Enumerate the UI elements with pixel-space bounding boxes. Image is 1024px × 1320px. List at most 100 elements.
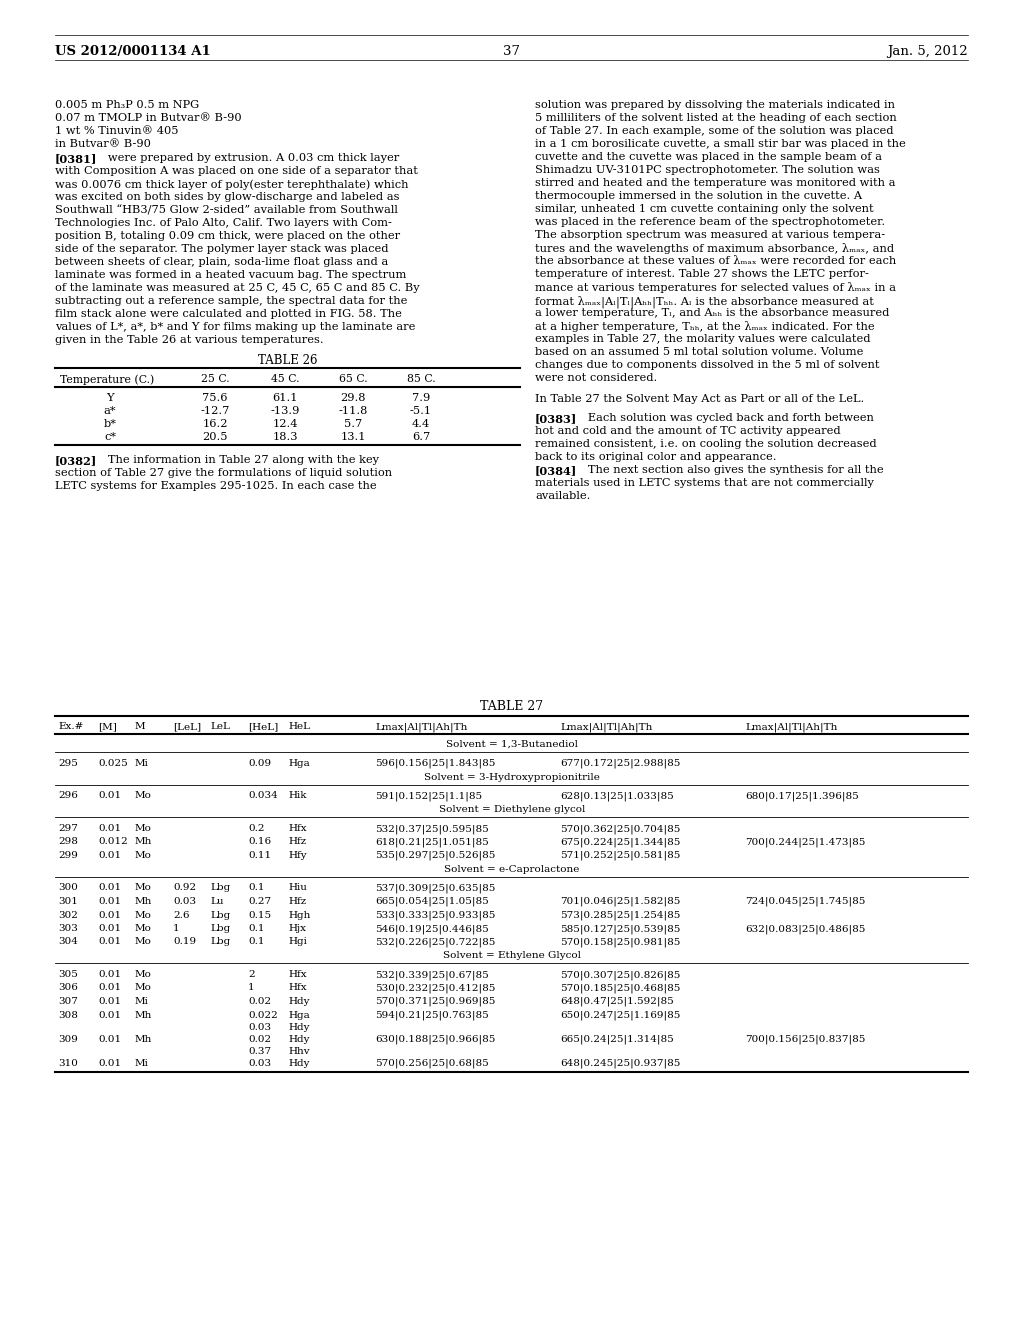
- Text: Hfy: Hfy: [288, 851, 306, 861]
- Text: 0.01: 0.01: [98, 824, 121, 833]
- Text: 0.01: 0.01: [98, 924, 121, 933]
- Text: Mo: Mo: [135, 883, 152, 892]
- Text: 299: 299: [58, 851, 78, 861]
- Text: 0.02: 0.02: [248, 997, 271, 1006]
- Text: 0.01: 0.01: [98, 1011, 121, 1019]
- Text: -11.8: -11.8: [338, 407, 368, 416]
- Text: Hfx: Hfx: [288, 824, 306, 833]
- Text: Mh: Mh: [135, 1011, 153, 1019]
- Text: similar, unheated 1 cm cuvette containing only the solvent: similar, unheated 1 cm cuvette containin…: [535, 205, 873, 214]
- Text: stirred and heated and the temperature was monitored with a: stirred and heated and the temperature w…: [535, 178, 896, 187]
- Text: Mo: Mo: [135, 970, 152, 979]
- Text: 535|0.297|25|0.526|85: 535|0.297|25|0.526|85: [375, 851, 496, 861]
- Text: M: M: [135, 722, 145, 731]
- Text: Mh: Mh: [135, 837, 153, 846]
- Text: 0.11: 0.11: [248, 851, 271, 861]
- Text: Hdy: Hdy: [288, 997, 309, 1006]
- Text: 61.1: 61.1: [272, 393, 298, 403]
- Text: Mo: Mo: [135, 851, 152, 861]
- Text: 0.01: 0.01: [98, 911, 121, 920]
- Text: 1: 1: [173, 924, 179, 933]
- Text: 665|0.24|25|1.314|85: 665|0.24|25|1.314|85: [560, 1035, 674, 1044]
- Text: 20.5: 20.5: [203, 432, 227, 442]
- Text: Hgi: Hgi: [288, 937, 307, 946]
- Text: 0.01: 0.01: [98, 983, 121, 993]
- Text: Lbg: Lbg: [210, 924, 230, 933]
- Text: Hjx: Hjx: [288, 924, 306, 933]
- Text: 570|0.362|25|0.704|85: 570|0.362|25|0.704|85: [560, 824, 680, 833]
- Text: 0.07 m TMOLP in Butvar® B-90: 0.07 m TMOLP in Butvar® B-90: [55, 114, 242, 123]
- Text: LETC systems for Examples 295-1025. In each case the: LETC systems for Examples 295-1025. In e…: [55, 480, 377, 491]
- Text: 0.01: 0.01: [98, 970, 121, 979]
- Text: 310: 310: [58, 1059, 78, 1068]
- Text: 0.012: 0.012: [98, 837, 128, 846]
- Text: 18.3: 18.3: [272, 432, 298, 442]
- Text: of the laminate was measured at 25 C, 45 C, 65 C and 85 C. By: of the laminate was measured at 25 C, 45…: [55, 282, 420, 293]
- Text: a lower temperature, Tₗ, and Aₕₕ is the absorbance measured: a lower temperature, Tₗ, and Aₕₕ is the …: [535, 308, 890, 318]
- Text: Lmax|Al|Tl|Ah|Th: Lmax|Al|Tl|Ah|Th: [745, 722, 838, 731]
- Text: 0.01: 0.01: [98, 1059, 121, 1068]
- Text: with Composition A was placed on one side of a separator that: with Composition A was placed on one sid…: [55, 166, 418, 176]
- Text: Lu: Lu: [210, 898, 223, 906]
- Text: 6.7: 6.7: [412, 432, 430, 442]
- Text: [HeL]: [HeL]: [248, 722, 279, 731]
- Text: TABLE 26: TABLE 26: [258, 354, 317, 367]
- Text: Hiu: Hiu: [288, 883, 307, 892]
- Text: 0.005 m Ph₃P 0.5 m NPG: 0.005 m Ph₃P 0.5 m NPG: [55, 100, 200, 110]
- Text: were prepared by extrusion. A 0.03 cm thick layer: were prepared by extrusion. A 0.03 cm th…: [97, 153, 399, 162]
- Text: 532|0.37|25|0.595|85: 532|0.37|25|0.595|85: [375, 824, 488, 833]
- Text: LeL: LeL: [210, 722, 229, 731]
- Text: 648|0.47|25|1.592|85: 648|0.47|25|1.592|85: [560, 997, 674, 1006]
- Text: 0.034: 0.034: [248, 792, 278, 800]
- Text: 0.02: 0.02: [248, 1035, 271, 1044]
- Text: Hik: Hik: [288, 792, 306, 800]
- Text: 304: 304: [58, 937, 78, 946]
- Text: Hdy: Hdy: [288, 1035, 309, 1044]
- Text: Solvent = 3-Hydroxypropionitrile: Solvent = 3-Hydroxypropionitrile: [424, 772, 600, 781]
- Text: 302: 302: [58, 911, 78, 920]
- Text: Temperature (C.): Temperature (C.): [60, 374, 155, 384]
- Text: 0.01: 0.01: [98, 851, 121, 861]
- Text: 533|0.333|25|0.933|85: 533|0.333|25|0.933|85: [375, 911, 496, 920]
- Text: 0.01: 0.01: [98, 997, 121, 1006]
- Text: 306: 306: [58, 983, 78, 993]
- Text: Hdy: Hdy: [288, 1059, 309, 1068]
- Text: 301: 301: [58, 898, 78, 906]
- Text: Mo: Mo: [135, 937, 152, 946]
- Text: Mi: Mi: [135, 997, 148, 1006]
- Text: 680|0.17|25|1.396|85: 680|0.17|25|1.396|85: [745, 792, 859, 801]
- Text: [0381]: [0381]: [55, 153, 97, 164]
- Text: tures and the wavelengths of maximum absorbance, λₘₐₓ, and: tures and the wavelengths of maximum abs…: [535, 243, 894, 253]
- Text: 0.01: 0.01: [98, 937, 121, 946]
- Text: 85 C.: 85 C.: [407, 374, 435, 384]
- Text: 571|0.252|25|0.581|85: 571|0.252|25|0.581|85: [560, 851, 680, 861]
- Text: the absorbance at these values of λₘₐₓ were recorded for each: the absorbance at these values of λₘₐₓ w…: [535, 256, 896, 267]
- Text: Ex.#: Ex.#: [58, 722, 83, 731]
- Text: mance at various temperatures for selected values of λₘₐₓ in a: mance at various temperatures for select…: [535, 282, 896, 293]
- Text: 297: 297: [58, 824, 78, 833]
- Text: 570|0.371|25|0.969|85: 570|0.371|25|0.969|85: [375, 997, 496, 1006]
- Text: Hhv: Hhv: [288, 1047, 309, 1056]
- Text: 0.19: 0.19: [173, 937, 197, 946]
- Text: Lbg: Lbg: [210, 883, 230, 892]
- Text: 4.4: 4.4: [412, 418, 430, 429]
- Text: 570|0.307|25|0.826|85: 570|0.307|25|0.826|85: [560, 970, 680, 979]
- Text: 37: 37: [504, 45, 520, 58]
- Text: 309: 309: [58, 1035, 78, 1044]
- Text: 0.1: 0.1: [248, 883, 264, 892]
- Text: -13.9: -13.9: [270, 407, 300, 416]
- Text: 300: 300: [58, 883, 78, 892]
- Text: 0.03: 0.03: [248, 1023, 271, 1031]
- Text: Hgh: Hgh: [288, 911, 310, 920]
- Text: 675|0.224|25|1.344|85: 675|0.224|25|1.344|85: [560, 837, 680, 847]
- Text: section of Table 27 give the formulations of liquid solution: section of Table 27 give the formulation…: [55, 469, 392, 478]
- Text: 295: 295: [58, 759, 78, 768]
- Text: Hga: Hga: [288, 759, 309, 768]
- Text: based on an assumed 5 ml total solution volume. Volume: based on an assumed 5 ml total solution …: [535, 347, 863, 356]
- Text: Mo: Mo: [135, 792, 152, 800]
- Text: Hfx: Hfx: [288, 983, 306, 993]
- Text: [M]: [M]: [98, 722, 117, 731]
- Text: 628|0.13|25|1.033|85: 628|0.13|25|1.033|85: [560, 792, 674, 801]
- Text: 591|0.152|25|1.1|85: 591|0.152|25|1.1|85: [375, 792, 482, 801]
- Text: Y: Y: [106, 393, 114, 403]
